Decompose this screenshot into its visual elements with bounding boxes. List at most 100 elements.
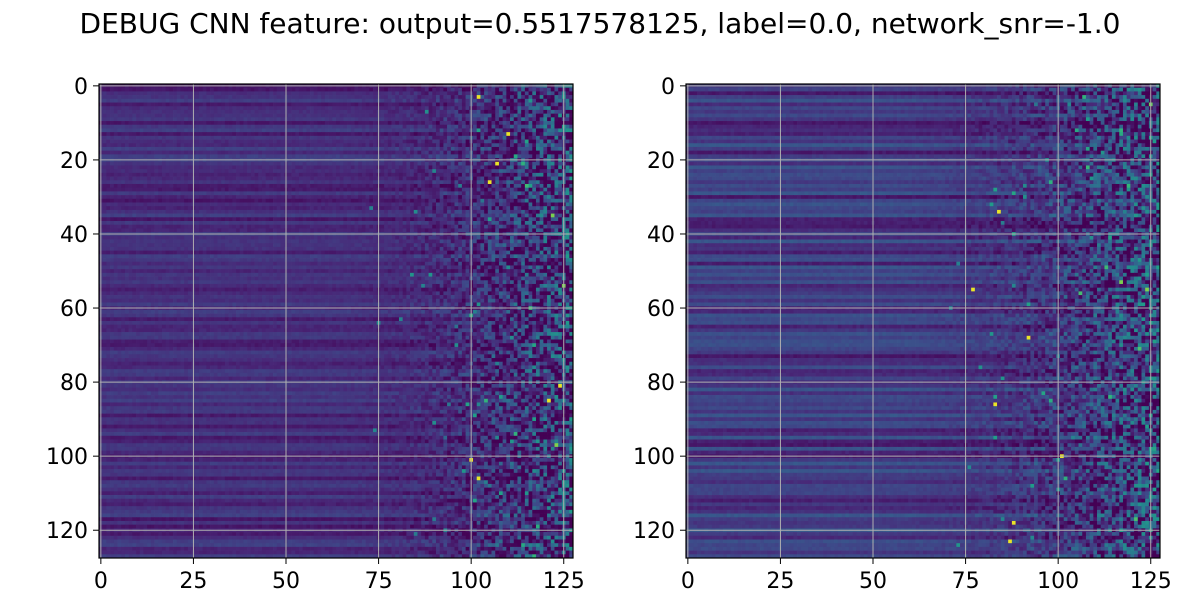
heatmap-cell	[276, 169, 281, 174]
heatmap-cell	[339, 198, 344, 203]
heatmap-cell	[124, 224, 129, 229]
heatmap-cell	[232, 95, 237, 100]
heatmap-cell	[169, 180, 174, 185]
heatmap-cell	[476, 161, 481, 166]
heatmap-cell	[139, 109, 144, 114]
heatmap-cell	[487, 206, 492, 211]
heatmap-cell	[102, 209, 107, 214]
heatmap-cell	[102, 121, 107, 126]
heatmap-cell	[154, 117, 159, 122]
heatmap-cell	[136, 187, 141, 192]
heatmap-cell	[539, 183, 544, 189]
heatmap-cell	[413, 183, 418, 189]
heatmap-cell	[121, 183, 126, 189]
heatmap-cell	[324, 128, 329, 133]
heatmap-cell	[128, 132, 133, 137]
heatmap-cell	[358, 154, 363, 159]
heatmap-cell	[487, 224, 492, 229]
heatmap-cell	[198, 206, 204, 211]
heatmap-cell	[424, 161, 429, 166]
heatmap-cell	[113, 109, 118, 114]
heatmap-cell	[269, 213, 274, 218]
heatmap-cell	[550, 87, 555, 92]
heatmap-cell	[554, 217, 559, 222]
heatmap-cell	[154, 106, 159, 111]
heatmap-cell	[317, 113, 322, 118]
heatmap-cell	[517, 180, 522, 185]
heatmap-cell	[161, 176, 166, 181]
heatmap-cell	[243, 176, 248, 181]
heatmap-cell	[321, 124, 326, 129]
heatmap-cell	[202, 213, 207, 218]
heatmap-cell	[428, 172, 433, 177]
heatmap-cell	[250, 217, 255, 222]
heatmap-cell	[154, 146, 159, 151]
heatmap-cell	[506, 221, 511, 226]
heatmap-cell	[343, 221, 348, 226]
heatmap-cell	[476, 198, 481, 203]
heatmap-cell	[398, 150, 403, 155]
heatmap-cell	[161, 169, 166, 174]
heatmap-cell	[387, 143, 392, 148]
heatmap-cell	[298, 191, 304, 196]
heatmap-cell	[473, 150, 478, 155]
heatmap-cell	[154, 109, 159, 114]
heatmap-cell	[554, 221, 559, 226]
heatmap-cell	[443, 198, 448, 203]
heatmap-cell	[273, 146, 278, 151]
heatmap-cell	[124, 169, 129, 174]
heatmap-cell	[287, 143, 292, 148]
heatmap-cell	[528, 95, 533, 100]
heatmap-cell	[150, 206, 155, 211]
heatmap-cell	[154, 154, 159, 159]
heatmap-cell	[402, 187, 407, 192]
heatmap-cell	[480, 224, 485, 229]
heatmap-cell	[228, 206, 233, 211]
heatmap-cell	[313, 121, 318, 126]
heatmap-cell	[354, 154, 359, 159]
heatmap-cell	[476, 143, 481, 148]
heatmap-cell	[313, 150, 318, 155]
heatmap-cell	[450, 154, 455, 159]
heatmap-cell	[180, 161, 185, 166]
heatmap-cell	[343, 91, 348, 96]
heatmap-cell	[102, 132, 107, 137]
heatmap-cell	[447, 176, 452, 181]
heatmap-cell	[473, 113, 478, 118]
heatmap-cell	[280, 206, 285, 211]
heatmap-cell	[480, 121, 485, 126]
heatmap-cell	[428, 128, 433, 133]
heatmap-cell	[447, 87, 452, 92]
heatmap-cell	[254, 102, 259, 107]
heatmap-cell	[517, 217, 522, 222]
heatmap-cell	[102, 195, 107, 200]
heatmap-cell	[336, 102, 341, 107]
heatmap-cell	[295, 132, 300, 137]
heatmap-cell	[547, 117, 552, 122]
heatmap-cell	[558, 124, 563, 129]
heatmap-cell	[450, 213, 455, 218]
heatmap-cell	[532, 165, 537, 170]
heatmap-cell	[361, 113, 366, 118]
heatmap-cell	[558, 169, 563, 174]
heatmap-cell	[117, 106, 122, 111]
heatmap-cell	[310, 98, 315, 103]
heatmap-cell	[517, 187, 522, 192]
heatmap-cell	[124, 113, 129, 118]
heatmap-cell	[498, 150, 503, 155]
heatmap-cell	[498, 95, 503, 100]
heatmap-cell	[513, 124, 518, 129]
heatmap-cell	[565, 154, 570, 159]
heatmap-cell	[224, 124, 229, 129]
heatmap-cell	[369, 172, 374, 177]
heatmap-cell	[261, 124, 266, 129]
heatmap-cell	[547, 165, 552, 170]
heatmap-cell	[243, 183, 248, 189]
heatmap-cell	[102, 217, 107, 222]
heatmap-cell	[513, 135, 518, 140]
heatmap-cell	[380, 213, 385, 218]
heatmap-cell	[336, 98, 341, 103]
heatmap-cell	[317, 128, 322, 133]
heatmap-cell	[306, 91, 311, 96]
heatmap-cell	[391, 187, 396, 192]
